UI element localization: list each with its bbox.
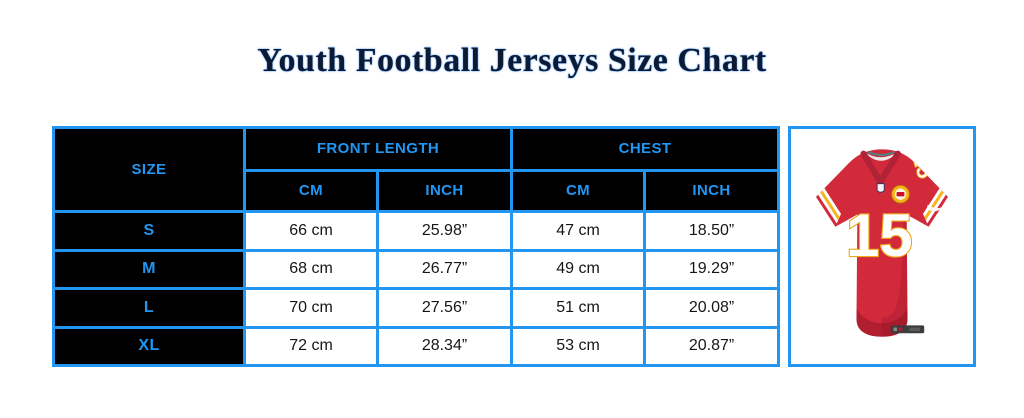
neck-opening [864,151,898,161]
cell-front-cm: 66 cm [243,210,379,252]
table-row-xl: XL 72 cm 28.34” 53 cm 20.87” [52,325,781,368]
column-group-chest: CHEST [510,126,781,172]
left-cuff-stripe-gold [818,186,840,220]
vneck-collar [860,150,901,185]
cell-front-inch: 27.56” [375,287,514,329]
cell-chest-inch: 20.87” [643,325,781,368]
content-area: SIZE FRONT LENGTH CHEST CM INCH CM INCH … [52,125,977,368]
column-header-front-inch: INCH [375,168,514,214]
column-header-chest-inch: INCH [643,168,781,214]
cell-chest-inch: 20.08” [643,287,781,329]
collar-back-trim [867,150,895,156]
jersey-product-image: 15 15 15 [788,126,977,367]
column-header-size: SIZE [52,125,246,214]
left-shoulder-number: 15 [802,153,834,185]
cell-front-inch: 26.77” [375,248,514,291]
table-row-s: S 66 cm 25.98” 47 cm 18.50” [52,210,781,252]
jersey-illustration: 15 15 15 [802,148,949,337]
row-size-label: XL [52,325,246,368]
right-cuff-stripe-gold [924,186,946,220]
row-size-label: S [52,210,246,252]
column-group-front-length: FRONT LENGTH [242,126,514,172]
cell-front-inch: 25.98” [375,210,514,252]
cell-front-cm: 72 cm [243,325,379,368]
row-size-label: M [52,248,246,291]
cell-chest-cm: 47 cm [510,210,647,252]
jock-tag [890,324,925,333]
cell-front-cm: 68 cm [243,248,379,291]
column-header-chest-cm: CM [510,168,647,214]
header-group-row: SIZE FRONT LENGTH CHEST [52,125,781,214]
column-header-front-cm: CM [243,168,379,214]
cell-front-cm: 70 cm [243,287,379,329]
size-chart-table: SIZE FRONT LENGTH CHEST CM INCH CM INCH … [52,125,781,368]
cell-chest-cm: 51 cm [510,287,647,329]
cell-chest-inch: 18.50” [643,210,781,252]
front-number: 15 [846,201,913,268]
nike-swoosh-icon [926,204,944,211]
cell-chest-cm: 53 cm [510,325,647,368]
cell-chest-inch: 19.29” [643,248,781,291]
table-row-l: L 70 cm 27.56” 51 cm 20.08” [52,287,781,329]
row-size-label: L [52,287,246,329]
cell-chest-cm: 49 cm [510,248,647,291]
nfl-shield-icon [876,182,885,193]
jersey-body [816,148,949,337]
body-shading [882,213,908,337]
table-row-m: M 68 cm 26.77” 49 cm 19.29” [52,248,781,291]
cell-front-inch: 28.34” [375,325,514,368]
page-title: Youth Football Jerseys Size Chart [257,42,767,79]
header-unit-row: CM INCH CM INCH [54,168,781,214]
team-patch-icon [891,184,910,203]
